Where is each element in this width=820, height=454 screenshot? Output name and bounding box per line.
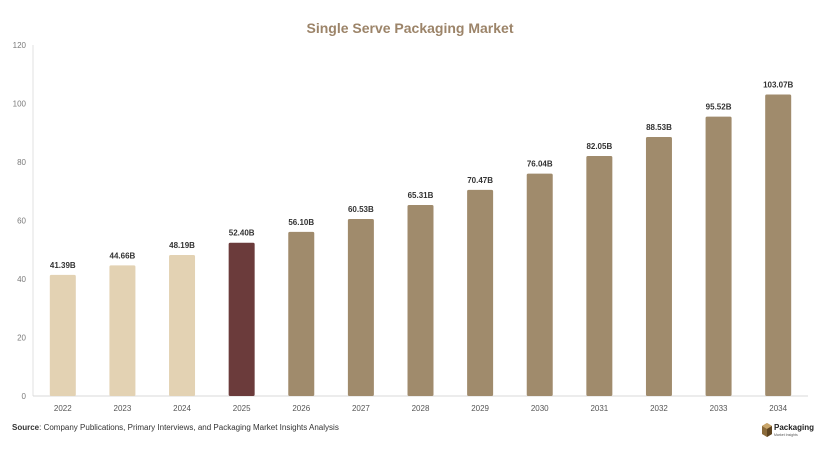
source-note: Source: Company Publications, Primary In… bbox=[12, 423, 339, 432]
logo: Packaging Market Insights bbox=[762, 422, 818, 440]
bar-2022 bbox=[49, 274, 76, 396]
data-label: 103.07B bbox=[763, 81, 793, 90]
bar-2024 bbox=[169, 255, 196, 396]
x-tick-label: 2028 bbox=[412, 404, 430, 413]
data-label: 60.53B bbox=[348, 205, 374, 214]
y-tick-label: 80 bbox=[17, 158, 26, 167]
data-label: 82.05B bbox=[586, 142, 612, 151]
x-tick-label: 2029 bbox=[471, 404, 489, 413]
bar-2034 bbox=[765, 94, 792, 396]
data-label: 76.04B bbox=[527, 160, 553, 169]
data-label: 65.31B bbox=[408, 191, 434, 200]
y-tick-label: 20 bbox=[17, 334, 26, 343]
x-tick-label: 2032 bbox=[650, 404, 668, 413]
x-tick-label: 2024 bbox=[173, 404, 191, 413]
logo-name: Packaging bbox=[774, 423, 815, 432]
data-label: 56.10B bbox=[288, 218, 314, 227]
y-tick-label: 40 bbox=[17, 275, 26, 284]
x-tick-label: 2030 bbox=[531, 404, 549, 413]
y-tick-label: 60 bbox=[17, 217, 26, 226]
y-tick-label: 120 bbox=[13, 41, 27, 50]
data-label: 44.66B bbox=[110, 251, 136, 260]
bar-2029 bbox=[467, 189, 494, 396]
bar-2032 bbox=[645, 137, 672, 396]
bar-2026 bbox=[288, 231, 315, 396]
y-tick-label: 0 bbox=[22, 392, 27, 401]
bar-2031 bbox=[586, 156, 613, 396]
x-tick-label: 2027 bbox=[352, 404, 370, 413]
source-text: : Company Publications, Primary Intervie… bbox=[39, 423, 339, 432]
y-axis-ticks: 0 20 40 60 80 100 120 bbox=[13, 41, 27, 401]
box-logo-icon bbox=[762, 423, 772, 437]
x-tick-label: 2026 bbox=[292, 404, 310, 413]
bar-2023 bbox=[109, 265, 136, 396]
bar-2028 bbox=[407, 204, 434, 396]
data-label: 95.52B bbox=[706, 103, 732, 112]
chart-title: Single Serve Packaging Market bbox=[306, 20, 514, 36]
x-tick-label: 2022 bbox=[54, 404, 72, 413]
x-tick-label: 2025 bbox=[233, 404, 251, 413]
data-label: 70.47B bbox=[467, 176, 493, 185]
x-tick-label: 2023 bbox=[114, 404, 132, 413]
x-tick-label: 2031 bbox=[590, 404, 608, 413]
source-label: Source bbox=[12, 423, 40, 432]
y-tick-label: 100 bbox=[13, 100, 27, 109]
bar-2030 bbox=[526, 173, 553, 396]
bar-2027 bbox=[347, 218, 374, 396]
bar-chart: 0 20 40 60 80 100 120 41.39B 44.66B 48.19B 52.40B… bbox=[13, 41, 808, 413]
data-label: 52.40B bbox=[229, 229, 255, 238]
bar-2033 bbox=[705, 116, 732, 396]
bar-2025 bbox=[228, 242, 255, 396]
data-label: 88.53B bbox=[646, 123, 672, 132]
data-label: 41.39B bbox=[50, 261, 76, 270]
x-tick-label: 2034 bbox=[769, 404, 787, 413]
data-label: 48.19B bbox=[169, 241, 195, 250]
x-tick-label: 2033 bbox=[710, 404, 728, 413]
bars bbox=[49, 94, 792, 396]
data-labels: 41.39B 44.66B 48.19B 52.40B 56.10B 60.53B 65.3… bbox=[50, 81, 794, 270]
x-axis-ticks: 2022 2023 2024 2025 2026 2027 2028 2029 2030 2031… bbox=[54, 404, 788, 413]
logo-tagline: Market Insights bbox=[774, 433, 798, 437]
